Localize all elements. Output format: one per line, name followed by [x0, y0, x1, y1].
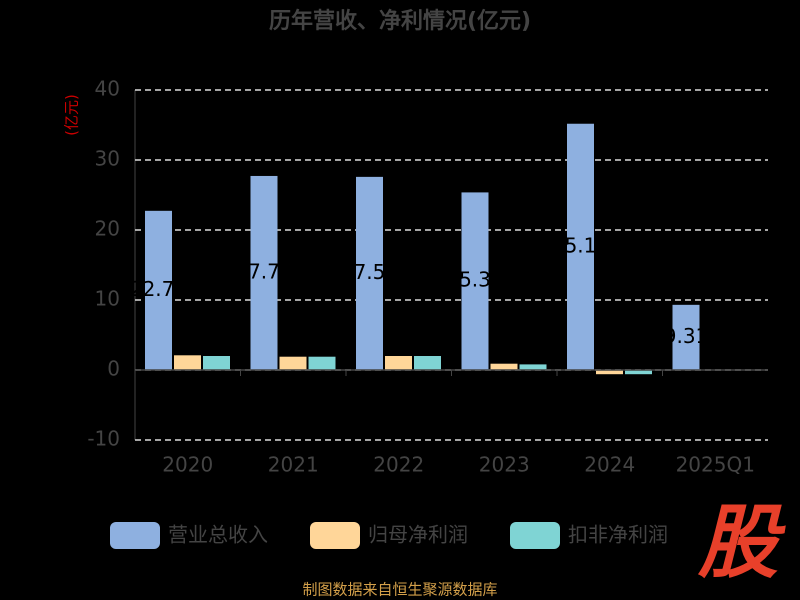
chart-title: 历年营收、净利情况(亿元) — [269, 8, 531, 34]
data-label: 9.31 — [664, 324, 709, 348]
bar — [596, 370, 623, 375]
bar — [203, 356, 230, 370]
bar — [385, 356, 412, 370]
x-tick-label: 2024 — [584, 453, 635, 477]
bar — [145, 210, 172, 370]
bar — [625, 370, 652, 375]
bar — [414, 356, 441, 370]
x-tick-label: 2022 — [373, 453, 424, 477]
logo: 股 — [697, 496, 786, 589]
bar — [308, 356, 336, 370]
bar — [567, 123, 594, 371]
y-tick-label: 0 — [107, 357, 120, 381]
bar — [490, 363, 518, 370]
bar — [519, 364, 547, 370]
y-tick-label: 40 — [95, 77, 120, 101]
data-label: 22.74 — [130, 277, 187, 301]
bar — [279, 356, 307, 370]
legend-swatch — [110, 522, 160, 549]
y-tick-label: 10 — [95, 287, 120, 311]
bar — [174, 355, 201, 370]
legend-swatch — [310, 522, 360, 549]
y-axis-label: (亿元) — [63, 94, 81, 136]
x-tick-label: 2023 — [479, 453, 530, 477]
bar — [672, 304, 700, 370]
legend-label: 归母净利润 — [368, 523, 468, 547]
bar — [250, 175, 278, 370]
data-label: 25.37 — [446, 268, 503, 292]
y-tick-label: -10 — [87, 427, 120, 451]
source-note: 制图数据来自恒生聚源数据库 — [302, 581, 497, 599]
x-tick-label: 2025Q1 — [676, 453, 755, 477]
legend-swatch — [510, 522, 560, 549]
legend-label: 扣非净利润 — [568, 523, 668, 547]
x-tick-label: 2020 — [162, 453, 213, 477]
legend-label: 营业总收入 — [168, 523, 268, 547]
y-tick-label: 30 — [95, 147, 120, 171]
bar — [461, 192, 489, 370]
bar — [356, 176, 383, 370]
data-label: 27.72 — [235, 259, 292, 283]
x-tick-label: 2021 — [268, 453, 319, 477]
y-tick-label: 20 — [95, 217, 120, 241]
data-label: 35.18 — [552, 233, 609, 257]
data-label: 27.59 — [341, 260, 398, 284]
